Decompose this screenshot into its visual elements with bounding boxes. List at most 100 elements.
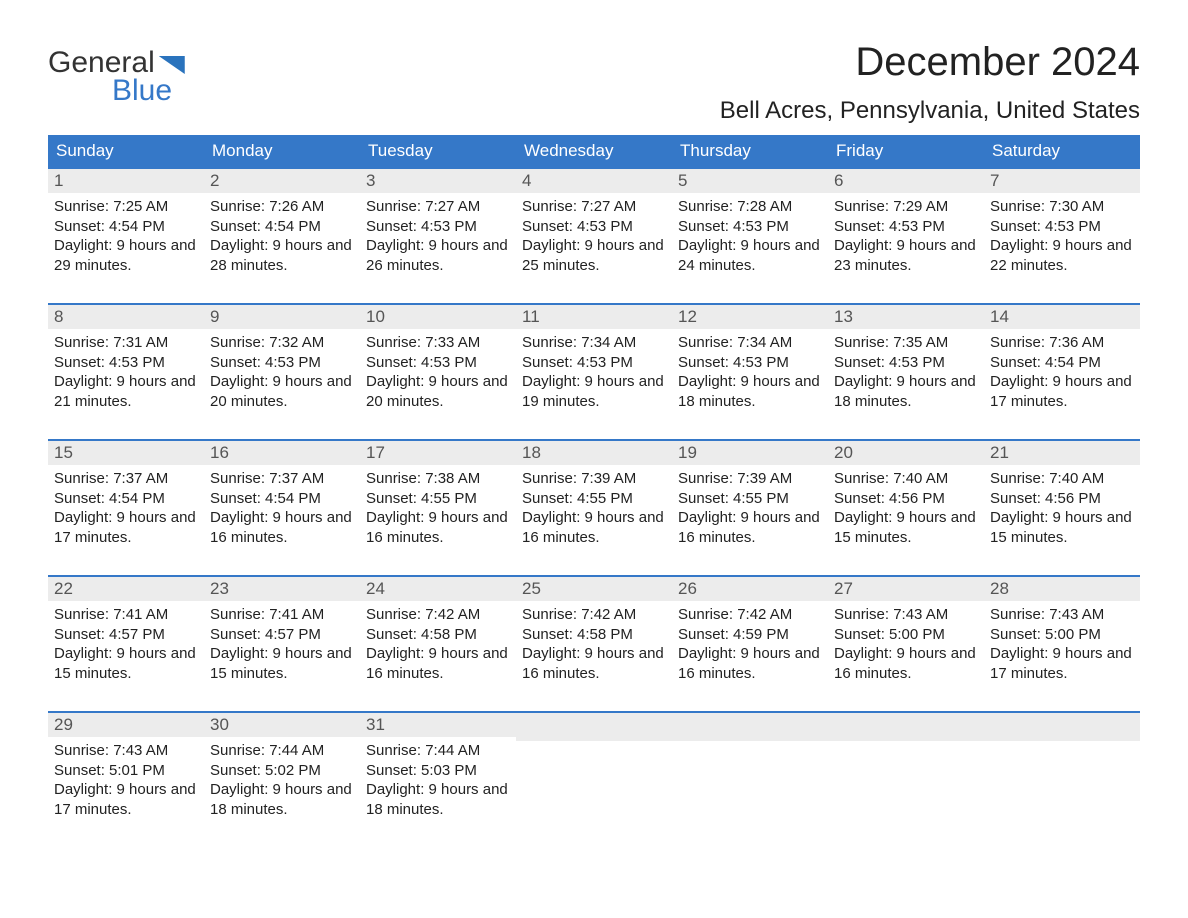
sunset-line: Sunset: 5:03 PM <box>366 761 510 781</box>
day-number: 14 <box>984 305 1140 329</box>
calendar-cell: 23Sunrise: 7:41 AMSunset: 4:57 PMDayligh… <box>204 577 360 695</box>
daylight-line: Daylight: 9 hours and 23 minutes. <box>834 236 978 275</box>
daylight-line: Daylight: 9 hours and 18 minutes. <box>834 372 978 411</box>
daylight-line: Daylight: 9 hours and 17 minutes. <box>54 780 198 819</box>
sunrise-line: Sunrise: 7:30 AM <box>990 197 1134 217</box>
calendar-cell: 11Sunrise: 7:34 AMSunset: 4:53 PMDayligh… <box>516 305 672 423</box>
calendar-cell <box>516 713 672 831</box>
sunrise-line: Sunrise: 7:42 AM <box>366 605 510 625</box>
sunrise-line: Sunrise: 7:33 AM <box>366 333 510 353</box>
calendar-cell: 14Sunrise: 7:36 AMSunset: 4:54 PMDayligh… <box>984 305 1140 423</box>
sunset-line: Sunset: 4:53 PM <box>366 353 510 373</box>
sunset-line: Sunset: 4:54 PM <box>990 353 1134 373</box>
daylight-line: Daylight: 9 hours and 21 minutes. <box>54 372 198 411</box>
sunrise-line: Sunrise: 7:28 AM <box>678 197 822 217</box>
day-number: 18 <box>516 441 672 465</box>
day-body: Sunrise: 7:40 AMSunset: 4:56 PMDaylight:… <box>984 465 1140 553</box>
day-body: Sunrise: 7:27 AMSunset: 4:53 PMDaylight:… <box>360 193 516 281</box>
day-number: 29 <box>48 713 204 737</box>
sunset-line: Sunset: 4:55 PM <box>678 489 822 509</box>
sunrise-line: Sunrise: 7:29 AM <box>834 197 978 217</box>
sunrise-line: Sunrise: 7:42 AM <box>522 605 666 625</box>
sunset-line: Sunset: 5:01 PM <box>54 761 198 781</box>
daylight-line: Daylight: 9 hours and 18 minutes. <box>678 372 822 411</box>
day-number: 31 <box>360 713 516 737</box>
sunrise-line: Sunrise: 7:39 AM <box>522 469 666 489</box>
day-body: Sunrise: 7:44 AMSunset: 5:03 PMDaylight:… <box>360 737 516 825</box>
day-body: Sunrise: 7:36 AMSunset: 4:54 PMDaylight:… <box>984 329 1140 417</box>
day-body: Sunrise: 7:34 AMSunset: 4:53 PMDaylight:… <box>516 329 672 417</box>
sunset-line: Sunset: 5:00 PM <box>990 625 1134 645</box>
day-body: Sunrise: 7:30 AMSunset: 4:53 PMDaylight:… <box>984 193 1140 281</box>
calendar-cell: 22Sunrise: 7:41 AMSunset: 4:57 PMDayligh… <box>48 577 204 695</box>
daylight-line: Daylight: 9 hours and 16 minutes. <box>834 644 978 683</box>
day-number: 22 <box>48 577 204 601</box>
sunset-line: Sunset: 4:53 PM <box>210 353 354 373</box>
day-number: 2 <box>204 169 360 193</box>
day-body: Sunrise: 7:44 AMSunset: 5:02 PMDaylight:… <box>204 737 360 825</box>
day-body: Sunrise: 7:34 AMSunset: 4:53 PMDaylight:… <box>672 329 828 417</box>
day-number: 10 <box>360 305 516 329</box>
sunrise-line: Sunrise: 7:26 AM <box>210 197 354 217</box>
sunset-line: Sunset: 4:53 PM <box>522 217 666 237</box>
sunset-line: Sunset: 4:53 PM <box>834 217 978 237</box>
daylight-line: Daylight: 9 hours and 18 minutes. <box>366 780 510 819</box>
sunset-line: Sunset: 4:58 PM <box>366 625 510 645</box>
day-number: 20 <box>828 441 984 465</box>
day-number: 9 <box>204 305 360 329</box>
day-number: 19 <box>672 441 828 465</box>
day-body: Sunrise: 7:40 AMSunset: 4:56 PMDaylight:… <box>828 465 984 553</box>
calendar-body: 1Sunrise: 7:25 AMSunset: 4:54 PMDaylight… <box>48 167 1140 831</box>
calendar-cell: 24Sunrise: 7:42 AMSunset: 4:58 PMDayligh… <box>360 577 516 695</box>
day-body: Sunrise: 7:39 AMSunset: 4:55 PMDaylight:… <box>672 465 828 553</box>
weekday-header: Thursday <box>672 135 828 167</box>
daylight-line: Daylight: 9 hours and 15 minutes. <box>210 644 354 683</box>
calendar-cell: 5Sunrise: 7:28 AMSunset: 4:53 PMDaylight… <box>672 169 828 287</box>
day-number: 28 <box>984 577 1140 601</box>
daylight-line: Daylight: 9 hours and 15 minutes. <box>834 508 978 547</box>
daylight-line: Daylight: 9 hours and 24 minutes. <box>678 236 822 275</box>
day-number: 1 <box>48 169 204 193</box>
location-subtitle: Bell Acres, Pennsylvania, United States <box>720 97 1140 125</box>
sunrise-line: Sunrise: 7:34 AM <box>678 333 822 353</box>
day-body: Sunrise: 7:37 AMSunset: 4:54 PMDaylight:… <box>204 465 360 553</box>
day-number: 30 <box>204 713 360 737</box>
day-number <box>828 713 984 741</box>
day-body: Sunrise: 7:42 AMSunset: 4:59 PMDaylight:… <box>672 601 828 689</box>
calendar-cell <box>672 713 828 831</box>
day-number: 8 <box>48 305 204 329</box>
sunrise-line: Sunrise: 7:40 AM <box>990 469 1134 489</box>
daylight-line: Daylight: 9 hours and 16 minutes. <box>366 508 510 547</box>
day-number: 13 <box>828 305 984 329</box>
calendar-cell: 29 Sunrise: 7:43 AMSunset: 5:01 PMDayligh… <box>48 713 204 831</box>
weekday-header: Monday <box>204 135 360 167</box>
sunrise-line: Sunrise: 7:40 AM <box>834 469 978 489</box>
daylight-line: Daylight: 9 hours and 18 minutes. <box>210 780 354 819</box>
calendar-cell: 1Sunrise: 7:25 AMSunset: 4:54 PMDaylight… <box>48 169 204 287</box>
day-body: Sunrise: 7:31 AMSunset: 4:53 PMDaylight:… <box>48 329 204 417</box>
day-body: Sunrise: 7:39 AMSunset: 4:55 PMDaylight:… <box>516 465 672 553</box>
day-body: Sunrise: 7:41 AMSunset: 4:57 PMDaylight:… <box>48 601 204 689</box>
day-body: Sunrise: 7:37 AMSunset: 4:54 PMDaylight:… <box>48 465 204 553</box>
calendar-cell: 30Sunrise: 7:44 AMSunset: 5:02 PMDayligh… <box>204 713 360 831</box>
title-block: December 2024 Bell Acres, Pennsylvania, … <box>720 40 1140 125</box>
sunset-line: Sunset: 4:57 PM <box>210 625 354 645</box>
sunrise-line: Sunrise: 7:44 AM <box>366 741 510 761</box>
sunset-line: Sunset: 4:56 PM <box>834 489 978 509</box>
sunset-line: Sunset: 4:53 PM <box>678 353 822 373</box>
sunrise-line: Sunrise: 7:35 AM <box>834 333 978 353</box>
day-body: Sunrise: 7:43 AMSunset: 5:00 PMDaylight:… <box>984 601 1140 689</box>
calendar-cell: 25Sunrise: 7:42 AMSunset: 4:58 PMDayligh… <box>516 577 672 695</box>
sunset-line: Sunset: 4:54 PM <box>54 489 198 509</box>
calendar-cell: 20Sunrise: 7:40 AMSunset: 4:56 PMDayligh… <box>828 441 984 559</box>
day-body: Sunrise: 7:38 AMSunset: 4:55 PMDaylight:… <box>360 465 516 553</box>
sunrise-line: Sunrise: 7:43 AM <box>834 605 978 625</box>
calendar-cell: 3Sunrise: 7:27 AMSunset: 4:53 PMDaylight… <box>360 169 516 287</box>
logo-flag-icon <box>159 56 185 74</box>
sunrise-line: Sunrise: 7:43 AM <box>54 741 198 761</box>
sunrise-line: Sunrise: 7:41 AM <box>210 605 354 625</box>
calendar-cell <box>984 713 1140 831</box>
daylight-line: Daylight: 9 hours and 17 minutes. <box>990 644 1134 683</box>
sunset-line: Sunset: 4:54 PM <box>210 217 354 237</box>
day-number: 11 <box>516 305 672 329</box>
